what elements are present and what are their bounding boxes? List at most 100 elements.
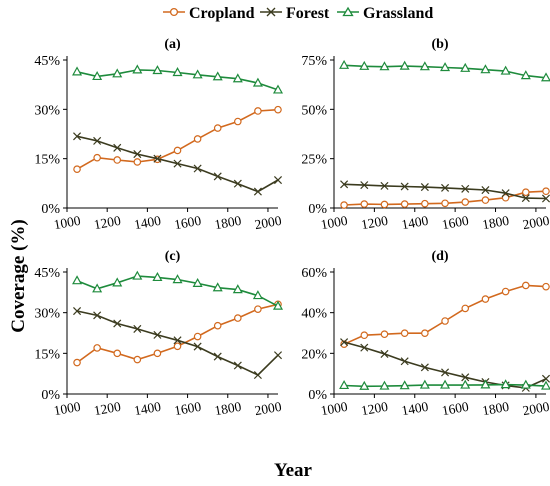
y-tick-label: 60% xyxy=(301,266,327,281)
point-forest xyxy=(253,370,262,380)
point-x-stroke xyxy=(380,181,389,190)
point-forest xyxy=(400,182,409,191)
point-cropland xyxy=(380,200,389,209)
point-x-stroke xyxy=(273,176,283,185)
point-forest xyxy=(73,132,82,141)
point-grassland xyxy=(272,84,284,94)
legend-marker-forest xyxy=(266,7,276,17)
point-x-stroke xyxy=(541,374,550,383)
point-grassland xyxy=(500,379,511,389)
y-tick-label: 20% xyxy=(301,347,327,362)
point-grassland xyxy=(359,60,370,70)
point-cropland xyxy=(113,156,122,164)
point-x-stroke xyxy=(153,330,162,339)
point-cropland xyxy=(481,295,490,303)
point-forest xyxy=(233,361,242,370)
y-tick-label: 40% xyxy=(301,307,327,322)
point-cropland xyxy=(360,331,369,340)
point-grassland xyxy=(399,380,410,390)
legend-marker-cropland xyxy=(169,7,179,17)
y-tick-label: 45% xyxy=(34,266,60,281)
point-cropland xyxy=(133,355,142,364)
point-forest xyxy=(93,311,102,320)
point-cropland xyxy=(421,329,429,338)
y-tick-label: 50% xyxy=(301,103,327,118)
legend-marker-grassland xyxy=(342,6,354,17)
point-grassland xyxy=(379,61,390,71)
point-forest xyxy=(340,338,349,347)
point-grassland xyxy=(92,71,103,81)
y-tick-label: 0% xyxy=(41,202,60,217)
point-cropland xyxy=(234,117,242,126)
y-tick-label: 0% xyxy=(308,388,327,403)
panel-a: (a) 0% 15% 30% 45% 1000 1200 1400 1600 1800 2000 xyxy=(34,37,284,233)
point-grassland xyxy=(132,270,143,280)
legend: Cropland Forest Grassland xyxy=(163,5,433,22)
x-tick-label: 1400 xyxy=(400,399,429,419)
point-x-stroke xyxy=(461,373,470,382)
point-x-stroke xyxy=(233,179,242,188)
legend-item-cropland: Cropland xyxy=(163,5,255,22)
point-x-stroke xyxy=(441,368,450,377)
point-grassland xyxy=(440,62,451,72)
point-x-stroke xyxy=(193,342,202,351)
point-x-stroke xyxy=(420,363,429,372)
point-cropland xyxy=(542,187,550,196)
point-forest xyxy=(193,164,202,173)
x-axis-title: Year xyxy=(274,460,313,481)
point-x-stroke xyxy=(153,154,162,163)
point-forest xyxy=(73,307,82,316)
x-tick-label: 2000 xyxy=(253,213,282,233)
legend-label-grassland: Grassland xyxy=(363,5,433,22)
point-x-stroke xyxy=(113,319,122,328)
point-forest xyxy=(153,330,162,339)
point-grassland xyxy=(232,284,243,294)
point-cropland xyxy=(400,200,409,208)
point-x-stroke xyxy=(481,186,490,195)
point-forest xyxy=(193,342,202,351)
point-cropland xyxy=(274,105,282,114)
point-x-stroke xyxy=(461,184,470,193)
point-cropland xyxy=(400,329,409,338)
x-tick-label: 2000 xyxy=(521,213,550,233)
point-cropland xyxy=(93,153,101,162)
y-tick-label: 30% xyxy=(34,103,60,118)
point-forest xyxy=(93,136,102,145)
panel-title: (a) xyxy=(164,37,181,52)
panel-title: (c) xyxy=(165,249,181,264)
x-tick-label: 1000 xyxy=(319,213,348,233)
point-grassland xyxy=(252,290,263,300)
point-grassland xyxy=(339,59,350,69)
point-forest xyxy=(420,363,429,372)
point-x-stroke xyxy=(360,343,369,352)
point-forest xyxy=(380,181,389,190)
x-tick-label: 1400 xyxy=(133,213,162,233)
point-grassland xyxy=(132,64,143,74)
point-cropland xyxy=(441,199,449,208)
point-cropland xyxy=(153,349,162,358)
x-tick-label: 1800 xyxy=(481,213,510,233)
y-tick-label: 15% xyxy=(34,347,60,362)
y-tick-label: 15% xyxy=(34,153,60,168)
point-cropland xyxy=(380,330,389,339)
point-forest xyxy=(441,183,450,192)
point-grassland xyxy=(419,379,430,389)
point-cropland xyxy=(501,287,510,296)
y-tick-label: 75% xyxy=(301,54,327,69)
point-forest xyxy=(273,176,283,185)
point-x-stroke xyxy=(73,307,82,316)
x-tick-label: 1600 xyxy=(441,399,470,419)
point-forest xyxy=(113,319,122,328)
point-x-stroke xyxy=(340,180,349,189)
legend-item-forest: Forest xyxy=(260,5,330,22)
point-x-stroke xyxy=(340,338,349,347)
point-forest xyxy=(153,154,162,163)
point-cropland xyxy=(173,342,182,351)
point-forest xyxy=(213,352,222,361)
y-tick-label: 30% xyxy=(34,307,60,322)
point-grassland xyxy=(540,72,550,82)
point-grassland xyxy=(212,282,223,292)
point-cropland xyxy=(340,201,348,209)
y-axis-title: Coverage (%) xyxy=(8,219,29,332)
point-grassland xyxy=(112,277,123,287)
